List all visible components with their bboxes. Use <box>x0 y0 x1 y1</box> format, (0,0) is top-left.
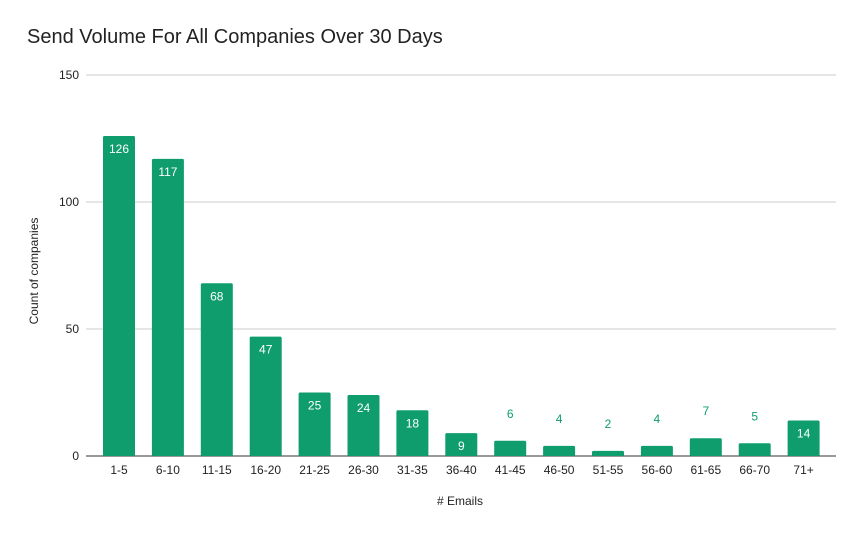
y-tick-label: 150 <box>59 68 79 82</box>
bar <box>640 445 673 456</box>
data-label: 14 <box>797 426 811 440</box>
x-tick-label: 21-25 <box>299 463 330 477</box>
y-tick-label: 100 <box>59 195 79 209</box>
x-tick-label: 26-30 <box>348 463 379 477</box>
bars <box>103 135 820 456</box>
bar <box>445 433 478 456</box>
x-axis-title: # Emails <box>437 494 483 508</box>
chart-title: Send Volume For All Companies Over 30 Da… <box>27 26 443 48</box>
x-tick-label: 46-50 <box>544 463 575 477</box>
data-label: 126 <box>109 142 129 156</box>
data-label: 9 <box>458 439 465 453</box>
data-label: 47 <box>259 343 273 357</box>
bar <box>787 420 820 456</box>
x-tick-label: 71+ <box>793 463 813 477</box>
bar <box>689 438 722 456</box>
bar <box>249 336 282 456</box>
bar <box>200 283 233 456</box>
x-tick-label: 61-65 <box>690 463 721 477</box>
data-label: 4 <box>556 412 563 426</box>
bar <box>543 445 576 456</box>
bar <box>347 395 380 456</box>
data-label: 7 <box>702 404 709 418</box>
x-tick-label: 36-40 <box>446 463 477 477</box>
data-label: 117 <box>158 165 177 179</box>
x-tick-label: 51-55 <box>593 463 624 477</box>
x-tick-label: 11-15 <box>202 463 232 477</box>
y-axis-ticks: 0 50 100 150 <box>59 68 79 463</box>
y-axis-title: Count of companies <box>27 218 41 325</box>
bar <box>151 158 184 456</box>
bar <box>592 450 624 456</box>
data-label: 24 <box>357 401 371 415</box>
data-label: 5 <box>751 409 758 423</box>
data-label: 6 <box>507 407 514 421</box>
bar <box>396 410 429 456</box>
x-tick-label: 16-20 <box>250 463 281 477</box>
bar <box>494 440 527 456</box>
data-label: 68 <box>210 289 224 303</box>
x-tick-label: 41-45 <box>495 463 526 477</box>
x-tick-label: 66-70 <box>739 463 770 477</box>
data-label: 25 <box>308 399 322 413</box>
data-label: 18 <box>406 416 420 430</box>
y-tick-label: 0 <box>72 449 79 463</box>
x-tick-label: 56-60 <box>642 463 673 477</box>
bar <box>298 392 331 456</box>
x-tick-label: 1-5 <box>110 463 128 477</box>
y-tick-label: 50 <box>66 322 80 336</box>
data-label: 2 <box>605 417 612 431</box>
bar <box>738 443 771 456</box>
x-tick-label: 6-10 <box>156 463 180 477</box>
x-axis-ticks: 1-5 6-10 11-15 16-20 21-25 26-30 31-35 36-40 41-… <box>110 463 813 477</box>
x-tick-label: 31-35 <box>397 463 428 477</box>
data-label: 4 <box>654 412 661 426</box>
bar <box>103 135 135 456</box>
gridlines <box>86 74 836 457</box>
